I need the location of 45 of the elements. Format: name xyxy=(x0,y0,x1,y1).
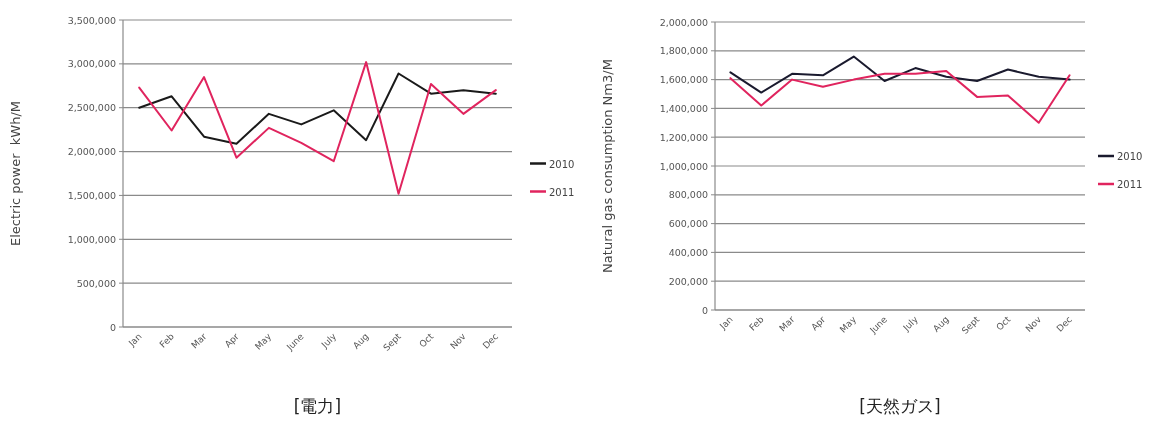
x-tick-label: Dec xyxy=(1054,314,1075,334)
y-tick-label: 500,000 xyxy=(76,277,116,289)
y-tick-label: 800,000 xyxy=(668,189,708,201)
x-tick-label: Jan xyxy=(126,331,144,349)
x-tick-label: Feb xyxy=(157,331,177,350)
line-series xyxy=(138,72,497,145)
text: [電力] xyxy=(293,396,342,416)
line-series xyxy=(729,55,1071,94)
x-tick-label: Aug xyxy=(931,314,951,334)
text: [天然ガス] xyxy=(859,396,941,416)
line-series xyxy=(138,61,497,195)
x-tick-label: Jan xyxy=(717,314,735,332)
y-tick-label: 1,600,000 xyxy=(659,74,708,86)
legend-label: 2010 xyxy=(1117,151,1143,162)
y-axis-title: Electric power kWh/M xyxy=(8,101,23,246)
y-tick-label: 2,000,000 xyxy=(67,146,116,158)
x-tick-label: Apr xyxy=(222,331,242,350)
x-tick-label: Nov xyxy=(1023,313,1044,334)
legend-label: 2010 xyxy=(549,158,575,170)
y-tick-label: 1,500,000 xyxy=(67,189,116,201)
y-tick-label: 400,000 xyxy=(668,246,708,258)
y-tick-label: 600,000 xyxy=(668,218,708,230)
y-tick-label: 1,400,000 xyxy=(659,102,708,114)
y-axis-title: Natural gas consumption Nm3/M xyxy=(600,59,615,273)
y-tick-label: 2,000,000 xyxy=(659,16,708,28)
y-tick-label: 0 xyxy=(701,304,708,316)
y-tick-label: 1,000,000 xyxy=(659,160,708,172)
x-tick-label: Feb xyxy=(747,314,766,333)
x-tick-label: Oct xyxy=(417,331,436,350)
x-tick-label: Nov xyxy=(448,330,469,351)
x-tick-label: Apr xyxy=(809,314,828,333)
legend-label: 2011 xyxy=(1117,179,1143,190)
x-tick-label: Oct xyxy=(994,314,1013,333)
y-tick-label: 200,000 xyxy=(668,275,708,287)
x-tick-label: Dec xyxy=(480,331,501,351)
legend-label: 2011 xyxy=(549,186,575,198)
y-tick-label: 3,500,000 xyxy=(67,14,116,26)
x-tick-label: Aug xyxy=(351,331,371,351)
line-series xyxy=(729,69,1071,124)
y-tick-label: 0 xyxy=(109,321,116,333)
y-tick-label: 2,500,000 xyxy=(67,102,116,114)
y-tick-label: 1,800,000 xyxy=(659,45,708,57)
y-tick-label: 3,000,000 xyxy=(67,58,116,70)
y-tick-label: 1,200,000 xyxy=(659,131,708,143)
y-tick-label: 1,000,000 xyxy=(67,233,116,245)
